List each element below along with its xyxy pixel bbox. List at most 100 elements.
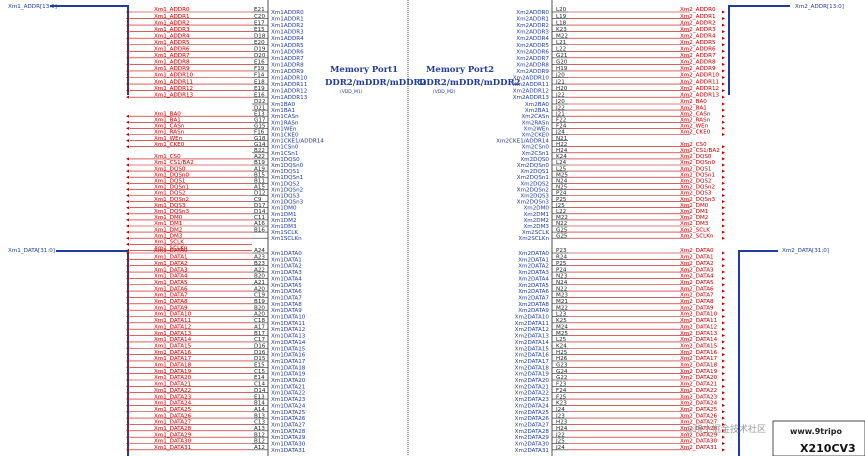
pin-signal: Xm1DATA24 [271,403,306,409]
net-label: Xm2_DQSn2 [680,185,715,191]
pin-number: A14 [254,407,265,413]
net-label: Xm2_DATA21 [680,382,718,388]
pin-number: E17 [254,20,265,26]
net-arrow-icon [722,251,725,255]
net-label: Xm1_DM3 [154,233,183,239]
net-label: Xm1_DATA18 [154,363,192,369]
pin-number: E16 [254,60,265,66]
net-label: Xm2_ADDR0 [680,7,716,13]
net-label: Xm2_CASn [680,111,711,117]
net-arrow-icon [722,10,725,14]
net-label: Xm2_DATA6 [680,286,714,292]
pin-signal: Xm2DATA17 [515,359,550,365]
pin-number: F23 [556,382,567,388]
pin-signal: Xm2DQS2 [520,181,549,187]
net-arrow-icon [126,346,129,350]
pin-signal: Xm2DATA18 [515,365,550,371]
net-label: Xm1_CS1/BA2 [154,160,194,166]
pin-number: E14 [254,375,265,381]
pin-signal: Xm1DM2 [271,218,297,224]
pin-number: E15 [254,27,265,33]
net-label: Xm2_DATA12 [680,324,717,330]
net-arrow-icon [126,89,129,93]
pin-number: K23 [556,401,567,407]
net-label: Xm2_DATA1 [680,255,714,261]
net-label: Xm2_DATA26 [680,413,718,419]
pin-signal: Xm1ADDR1 [271,17,304,23]
pin-signal: Xm1DQSn2 [271,187,303,193]
pin-number: N24 [556,280,568,286]
net-label: Xm1_DATA7 [154,293,188,299]
net-label: Xm1_DATA19 [154,369,192,375]
pin-number: G22 [556,375,567,381]
net-arrow-icon [126,30,129,34]
net-arrow-icon [722,289,725,293]
pin-number: C18 [254,318,265,324]
pin-signal: Xm2DATA29 [515,435,550,441]
pin-number: B16 [254,227,265,233]
pin-signal: Xm1DATA20 [271,378,306,384]
net-label: Xm1_DATA22 [154,388,191,394]
net-label: Xm2_DQSn3 [680,197,715,203]
net-arrow-icon [126,200,129,204]
net-arrow-icon [126,17,129,21]
net-label: Xm1_ADDR9 [154,66,190,72]
pin-number: L25 [556,337,567,343]
pin-number: E13 [254,111,265,117]
pin-signal: Xm1BA0 [271,102,296,108]
pin-signal: Xm1DATA1 [271,257,302,263]
pin-number: H24 [556,426,568,432]
pin-number: F22 [556,118,566,124]
pin-signal: Xm2ADDR4 [516,36,549,42]
pin-signal: Xm2DATA21 [515,384,550,390]
net-arrow-icon [126,429,129,433]
pin-number: J25 [555,439,565,445]
net-arrow-icon [722,372,725,376]
net-arrow-icon [126,334,129,338]
port2-pins: Xm2_ADDR0 L20 Xm2ADDR0 Xm2_ADDR1 L19 Xm2ADDR1… [496,7,725,454]
pin-signal: Xm2ADDR0 [516,10,549,16]
pin-number: H26 [556,356,568,362]
pin-signal: Xm2DM1 [523,212,549,218]
net-label: Xm2_DM0 [680,203,709,209]
pin-signal: Xm2DATA11 [515,321,550,327]
part-number: X210CV3 [800,442,856,455]
net-arrow-icon [126,283,129,287]
pin-number: A20 [254,312,265,318]
pin-number: D16 [254,343,266,349]
pin-signal: Xm2DATA30 [515,442,550,448]
net-arrow-icon [126,224,129,228]
net-arrow-icon [126,302,129,306]
pin-signal: Xm1DQS3 [271,194,300,200]
pin-number: J24 [555,445,565,451]
net-label: Xm1_DATA17 [154,356,192,362]
net-label: Xm1_DATA10 [154,312,192,318]
net-arrow-icon [126,365,129,369]
pin-signal: Xm2ADDR5 [516,43,549,49]
net-arrow-icon [126,82,129,86]
pin-signal: Xm2DQS1 [520,169,549,175]
net-arrow-icon [126,264,129,268]
net-arrow-icon [722,416,725,420]
pin-signal: Xm1DATA10 [271,315,306,321]
net-arrow-icon [722,49,725,53]
pin-number: M22 [556,33,568,39]
pin-number: M25 [556,331,568,337]
pin-number: C20 [254,14,265,20]
pin-number: A19 [254,166,265,172]
net-label: Xm1_SCLK [154,240,184,246]
net-label: Xm1_DQSn0 [154,172,189,178]
pin-number: H22 [556,142,567,148]
net-label: Xm2_DATA31 [680,445,718,451]
pin-number: F24 [556,388,567,394]
net-arrow-icon [722,334,725,338]
net-arrow-icon [722,163,725,167]
pin-number: H25 [556,350,568,356]
net-arrow-icon [722,187,725,191]
net-arrow-icon [722,397,725,401]
pin-number: B14 [254,401,265,407]
pin-number: J22 [555,432,565,438]
net-arrow-icon [722,69,725,73]
pin-number: G21 [556,53,568,59]
pin-number: N25 [556,185,568,191]
